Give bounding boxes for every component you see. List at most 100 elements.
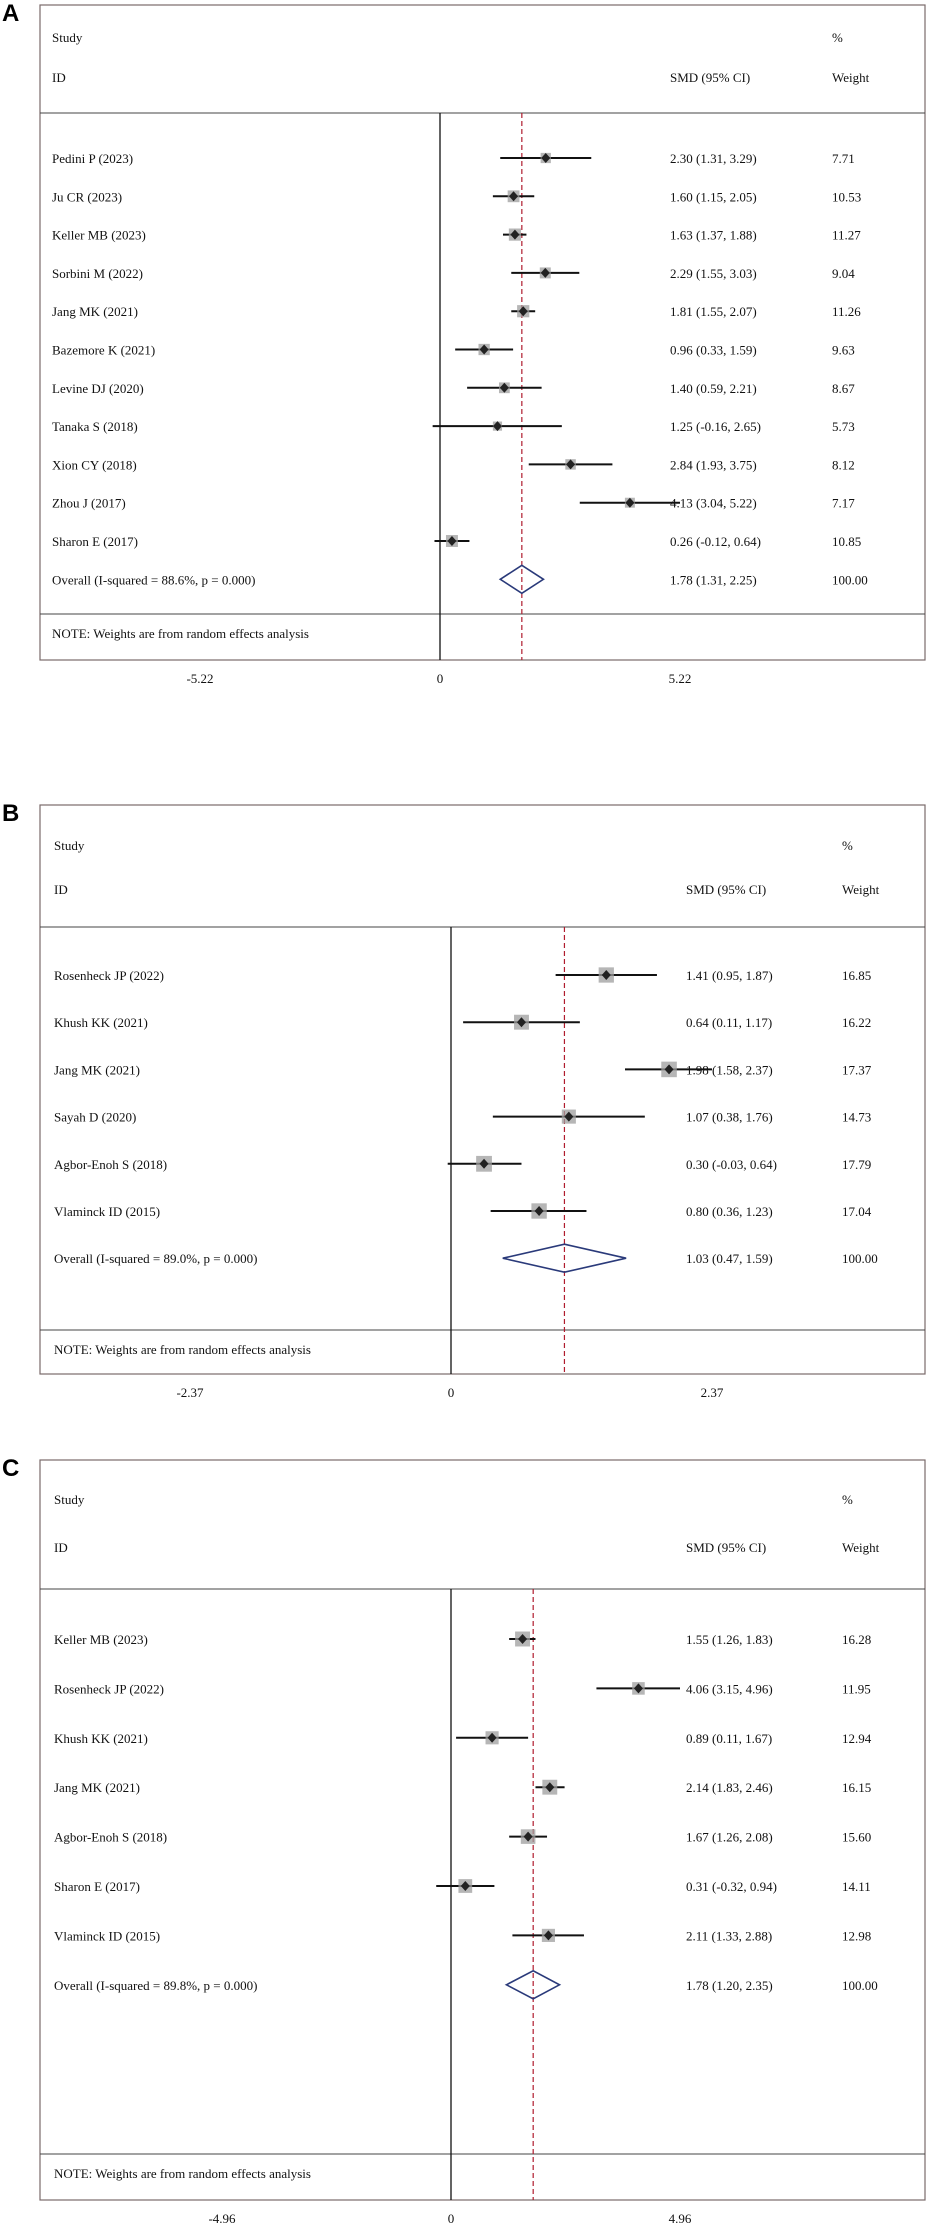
header-weight: Weight — [842, 882, 880, 897]
header-smd: SMD (95% CI) — [686, 1540, 766, 1555]
header-study: Study — [52, 30, 83, 45]
point-estimate — [479, 1158, 489, 1169]
study-id: Ju CR (2023) — [52, 189, 122, 204]
study-smd-ci: 4.13 (3.04, 5.22) — [670, 496, 757, 511]
forest-plot-panel-a: A Study ID SMD (95% CI)% Weight Pedini P (202… — [0, 0, 932, 700]
study-smd-ci: 1.41 (0.95, 1.87) — [686, 968, 773, 983]
point-estimate — [516, 1017, 526, 1028]
overall-label: Overall (I-squared = 88.6%, p = 0.000) — [52, 572, 255, 587]
header-pct: % — [832, 30, 843, 45]
header-weight: Weight — [832, 70, 870, 85]
study-weight: 8.12 — [832, 457, 855, 472]
point-estimate — [523, 1831, 533, 1842]
point-estimate — [509, 191, 519, 202]
overall-weight: 100.00 — [832, 572, 868, 587]
study-id: Sharon E (2017) — [52, 534, 138, 549]
axis-tick-label: 5.22 — [669, 671, 692, 686]
point-estimate — [633, 1683, 643, 1694]
study-weight: 17.04 — [842, 1204, 872, 1219]
study-id: Tanaka S (2018) — [52, 419, 138, 434]
axis-tick-label: -4.96 — [208, 2211, 236, 2226]
table-row: Vlaminck ID (2015) 2.11 (1.33, 2.88) 12.98 — [54, 1928, 871, 1943]
study-id: Jang MK (2021) — [52, 304, 138, 319]
overall-weight: 100.00 — [842, 1251, 878, 1266]
table-row: Sorbini M (2022) 2.29 (1.55, 3.03) 9.04 — [52, 266, 855, 281]
study-smd-ci: 1.55 (1.26, 1.83) — [686, 1632, 773, 1647]
header-study: Study — [54, 838, 85, 853]
study-id: Sorbini M (2022) — [52, 266, 143, 281]
header-id: ID — [54, 1540, 68, 1555]
table-row: Jang MK (2021) 1.81 (1.55, 2.07) 11.26 — [52, 304, 861, 319]
panel-label: B — [2, 800, 20, 827]
point-estimate — [510, 229, 520, 240]
weights-note: NOTE: Weights are from random effects an… — [52, 626, 309, 641]
point-estimate — [460, 1881, 470, 1891]
study-smd-ci: 1.07 (0.38, 1.76) — [686, 1110, 773, 1125]
header-study: Study — [54, 1492, 85, 1507]
study-weight: 16.85 — [842, 968, 871, 983]
plot-frame — [39, 804, 926, 1375]
point-estimate — [543, 1930, 553, 1941]
study-id: Rosenheck JP (2022) — [54, 968, 164, 983]
point-estimate — [518, 306, 528, 317]
table-row: Agbor-Enoh S (2018) 1.67 (1.26, 2.08) 15.6… — [54, 1829, 871, 1845]
study-weight: 8.67 — [832, 381, 855, 396]
study-smd-ci: 1.63 (1.37, 1.88) — [670, 228, 757, 243]
study-smd-ci: 1.60 (1.15, 2.05) — [670, 189, 757, 204]
header-pct: % — [842, 1492, 853, 1507]
study-weight: 12.94 — [842, 1731, 872, 1746]
study-smd-ci: 0.80 (0.36, 1.23) — [686, 1204, 773, 1219]
plot-frame — [39, 1459, 926, 2201]
point-estimate — [499, 382, 509, 393]
point-estimate — [479, 344, 489, 355]
header-id: ID — [52, 70, 66, 85]
panel-label: A — [2, 0, 20, 27]
study-weight: 12.98 — [842, 1928, 871, 1943]
study-weight: 11.95 — [842, 1681, 871, 1696]
table-row: Rosenheck JP (2022) 4.06 (3.15, 4.96) 11.9… — [54, 1681, 871, 1696]
study-weight: 11.26 — [832, 304, 861, 319]
overall-smd-ci: 1.03 (0.47, 1.59) — [686, 1251, 773, 1266]
axis-tick-label: 2.37 — [701, 1385, 724, 1400]
study-smd-ci: 0.31 (-0.32, 0.94) — [686, 1879, 777, 1894]
point-estimate — [545, 1782, 555, 1793]
study-id: Zhou J (2017) — [52, 496, 126, 511]
header-weight: Weight — [842, 1540, 880, 1555]
axis-tick-label: 0 — [448, 1385, 455, 1400]
header-smd: SMD (95% CI) — [686, 882, 766, 897]
study-smd-ci: 2.84 (1.93, 3.75) — [670, 457, 757, 472]
study-id: Vlaminck ID (2015) — [54, 1928, 160, 1943]
study-smd-ci: 0.30 (-0.03, 0.64) — [686, 1157, 777, 1172]
study-smd-ci: 2.30 (1.31, 3.29) — [670, 151, 757, 166]
overall-row: Overall (I-squared = 89.8%, p = 0.000) 1.… — [54, 1969, 878, 2000]
study-id: Khush KK (2021) — [54, 1731, 148, 1746]
study-smd-ci: 1.81 (1.55, 2.07) — [670, 304, 757, 319]
axis-tick-label: 0 — [437, 671, 444, 686]
study-id: Pedini P (2023) — [52, 151, 133, 166]
study-weight: 16.22 — [842, 1015, 871, 1030]
study-smd-ci: 4.06 (3.15, 4.96) — [686, 1681, 773, 1696]
table-row: Khush KK (2021) 0.89 (0.11, 1.67) 12.94 — [54, 1731, 872, 1746]
study-id: Levine DJ (2020) — [52, 381, 144, 396]
study-smd-ci: 2.11 (1.33, 2.88) — [686, 1928, 772, 1943]
study-weight: 14.73 — [842, 1110, 871, 1125]
table-row: Sharon E (2017) 0.31 (-0.32, 0.94) 14.11 — [54, 1879, 871, 1894]
header-pct: % — [842, 838, 853, 853]
table-row: Pedini P (2023) 2.30 (1.31, 3.29) 7.71 — [52, 151, 855, 166]
study-weight: 15.60 — [842, 1830, 871, 1845]
weights-note: NOTE: Weights are from random effects an… — [54, 1342, 311, 1357]
table-row: Khush KK (2021) 0.64 (0.11, 1.17) 16.22 — [54, 1014, 871, 1030]
study-smd-ci: 1.67 (1.26, 2.08) — [686, 1830, 773, 1845]
overall-smd-ci: 1.78 (1.31, 2.25) — [670, 572, 757, 587]
forest-plot-svg: Study ID SMD (95% CI)% Weight Keller MB (202… — [39, 1459, 926, 2226]
study-id: Keller MB (2023) — [52, 228, 146, 243]
overall-diamond — [502, 1243, 627, 1274]
study-weight: 7.71 — [832, 151, 855, 166]
study-id: Agbor-Enoh S (2018) — [54, 1157, 167, 1172]
table-row: Ju CR (2023) 1.60 (1.15, 2.05) 10.53 — [52, 189, 861, 204]
study-weight: 16.15 — [842, 1780, 871, 1795]
study-id: Bazemore K (2021) — [52, 343, 155, 358]
study-smd-ci: 1.40 (0.59, 2.21) — [670, 381, 757, 396]
forest-plot-panel-b: B Study ID SMD (95% CI)% Weight Rosenheck JP … — [0, 800, 932, 1450]
study-weight: 9.04 — [832, 266, 855, 281]
